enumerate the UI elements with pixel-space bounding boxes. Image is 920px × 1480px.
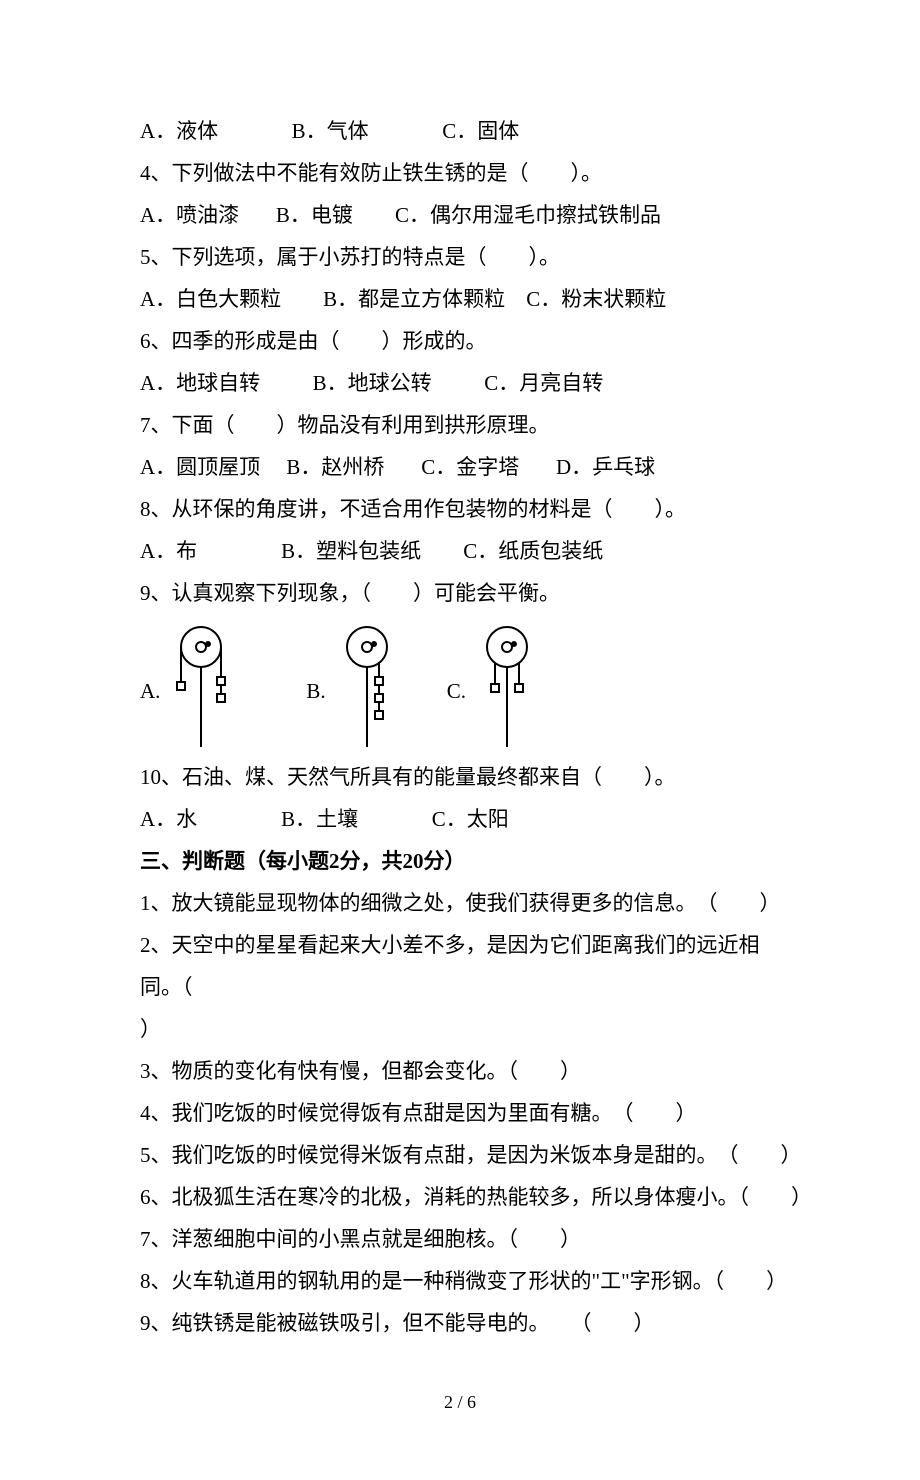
- j2-line1: 2、天空中的星星看起来大小差不多，是因为它们距离我们的远近相同。（: [140, 924, 780, 1008]
- q9-opt-b-wrap: B.: [306, 622, 401, 752]
- q8-options: A．布 B．塑料包装纸 C．纸质包装纸: [140, 530, 780, 572]
- pulley-c-icon: [472, 622, 542, 752]
- q8-opt-a: A．布: [140, 539, 197, 563]
- q4-opt-a: A．喷油漆: [140, 203, 239, 227]
- q7-options: A．圆顶屋顶 B．赵州桥 C．金字塔 D．乒乓球: [140, 446, 780, 488]
- j4: 4、我们吃饭的时候觉得饭有点甜是因为里面有糖。 （ ）: [140, 1092, 780, 1134]
- j1: 1、放大镜能显现物体的细微之处，使我们获得更多的信息。 （ ）: [140, 882, 780, 924]
- q6-opt-b: B．地球公转: [313, 371, 432, 395]
- q4-opt-b: B．电镀: [276, 203, 353, 227]
- q10-options: A．水 B．土壤 C．太阳: [140, 798, 780, 840]
- j9: 9、纯铁锈是能被磁铁吸引，但不能导电的。 （ ）: [140, 1302, 780, 1344]
- q7-opt-b: B．赵州桥: [286, 455, 384, 479]
- q6-opt-a: A．地球自转: [140, 371, 260, 395]
- q8-stem: 8、从环保的角度讲，不适合用作包装物的材料是（ ）。: [140, 488, 780, 530]
- q3-opt-b: B．气体: [292, 119, 369, 143]
- j6: 6、北极狐生活在寒冷的北极，消耗的热能较多，所以身体瘦小。（ ）: [140, 1176, 780, 1218]
- section3-heading: 三、判断题（每小题2分，共20分）: [140, 840, 780, 882]
- q3-options: A．液体 B．气体 C．固体: [140, 110, 780, 152]
- j3: 3、物质的变化有快有慢，但都会变化。（ ）: [140, 1050, 780, 1092]
- q4-stem: 4、下列做法中不能有效防止铁生锈的是（ ）。: [140, 152, 780, 194]
- q7-opt-c: C．金字塔: [421, 455, 519, 479]
- j5: 5、我们吃饭的时候觉得米饭有点甜，是因为米饭本身是甜的。 （ ）: [140, 1134, 780, 1176]
- j7: 7、洋葱细胞中间的小黑点就是细胞核。（ ）: [140, 1218, 780, 1260]
- q4-options: A．喷油漆 B．电镀 C．偶尔用湿毛巾擦拭铁制品: [140, 194, 780, 236]
- q10-opt-b: B．土壤: [281, 807, 358, 831]
- q9-stem: 9、认真观察下列现象，（ ）可能会平衡。: [140, 572, 780, 614]
- q4-opt-c: C．偶尔用湿毛巾擦拭铁制品: [395, 203, 661, 227]
- q10-opt-a: A．水: [140, 807, 197, 831]
- q3-opt-a: A．液体: [140, 119, 218, 143]
- j8: 8、火车轨道用的钢轨用的是一种稍微变了形状的"工"字形钢。（ ）: [140, 1260, 780, 1302]
- q5-opt-a: A．白色大颗粒: [140, 287, 281, 311]
- q8-opt-b: B．塑料包装纸: [281, 539, 421, 563]
- q3-opt-c: C．固体: [442, 119, 519, 143]
- q6-opt-c: C．月亮自转: [484, 371, 603, 395]
- q9-opt-a-wrap: A.: [140, 622, 236, 752]
- q5-opt-b: B．都是立方体颗粒: [323, 287, 505, 311]
- q8-opt-c: C．纸质包装纸: [463, 539, 603, 563]
- pulley-b-icon: [332, 622, 402, 752]
- q9-opt-a-label: A.: [140, 670, 166, 752]
- q10-opt-c: C．太阳: [432, 807, 509, 831]
- pulley-a-icon: [166, 622, 236, 752]
- q6-options: A．地球自转 B．地球公转 C．月亮自转: [140, 362, 780, 404]
- q6-stem: 6、四季的形成是由（ ）形成的。: [140, 320, 780, 362]
- q9-opt-c-label: C.: [447, 670, 472, 752]
- j2-line2: ）: [140, 1008, 780, 1050]
- page-number: 2 / 6: [140, 1384, 780, 1420]
- q7-opt-d: D．乒乓球: [556, 455, 655, 479]
- q5-stem: 5、下列选项，属于小苏打的特点是（ ）。: [140, 236, 780, 278]
- q9-pulley-options: A. B.: [140, 622, 780, 752]
- q7-stem: 7、下面（ ）物品没有利用到拱形原理。: [140, 404, 780, 446]
- q5-opt-c: C．粉末状颗粒: [526, 287, 666, 311]
- q9-opt-b-label: B.: [306, 670, 331, 752]
- q9-opt-c-wrap: C.: [447, 622, 542, 752]
- q7-opt-a: A．圆顶屋顶: [140, 455, 260, 479]
- q10-stem: 10、石油、煤、天然气所具有的能量最终都来自（ ）。: [140, 756, 780, 798]
- q5-options: A．白色大颗粒 B．都是立方体颗粒 C．粉末状颗粒: [140, 278, 780, 320]
